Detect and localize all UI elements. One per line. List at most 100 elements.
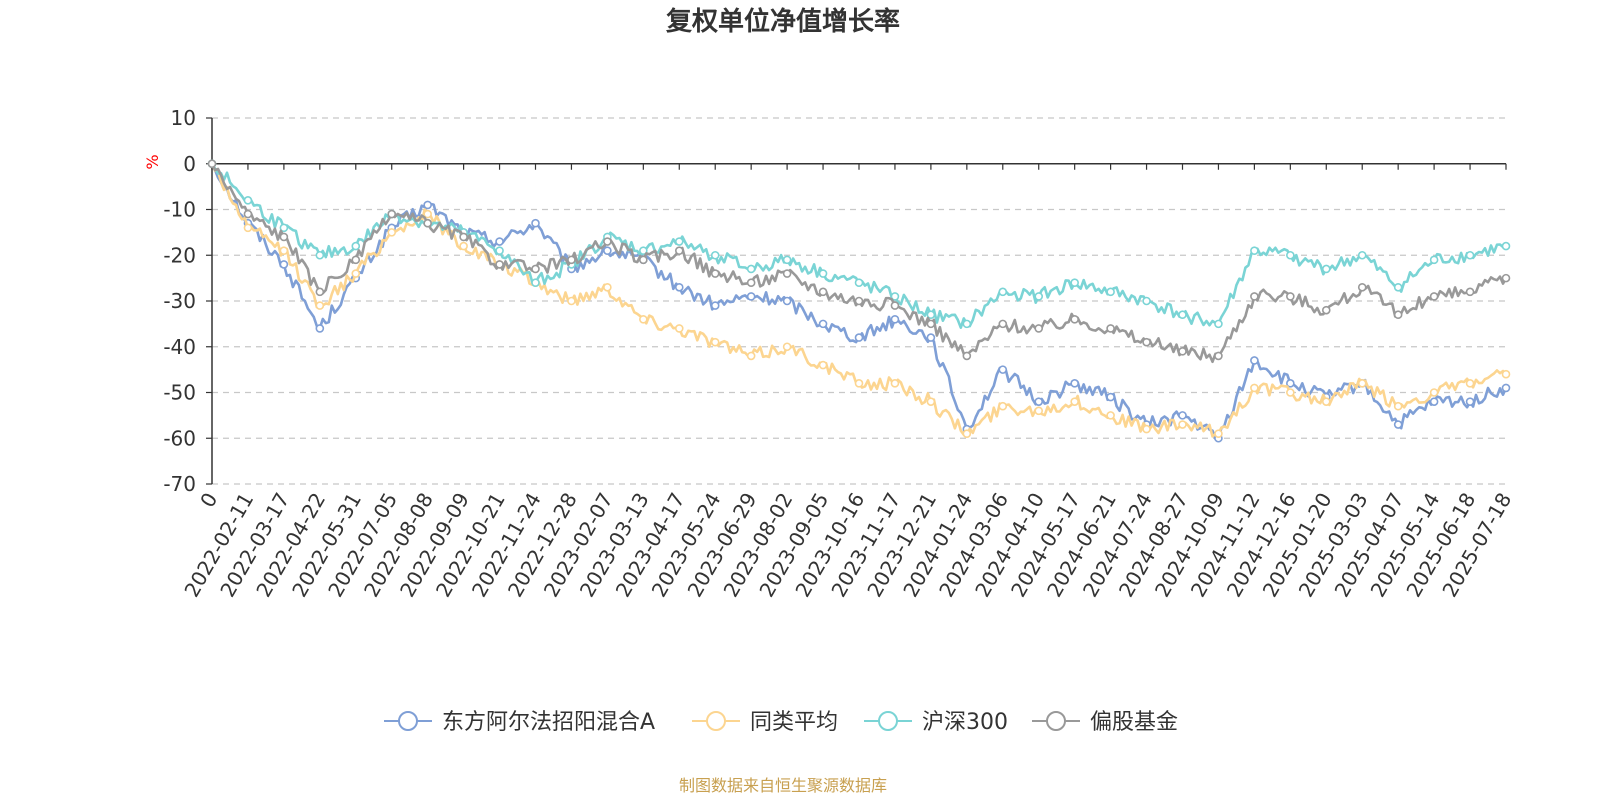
data-point bbox=[423, 200, 432, 210]
data-point bbox=[315, 324, 325, 333]
series-lines bbox=[207, 159, 1511, 443]
data-point bbox=[1106, 392, 1115, 402]
legend-item[interactable]: 东方阿尔法招阳混合A bbox=[384, 710, 655, 735]
data-point bbox=[998, 287, 1008, 297]
data-point bbox=[639, 314, 648, 324]
data-point bbox=[1429, 397, 1439, 406]
legend-item[interactable]: 偏股基金 bbox=[1032, 710, 1178, 735]
data-point bbox=[1106, 411, 1115, 420]
data-point bbox=[1501, 241, 1511, 251]
data-point bbox=[531, 278, 540, 288]
data-point bbox=[854, 296, 864, 306]
data-point bbox=[567, 255, 576, 265]
data-point bbox=[1321, 264, 1331, 274]
data-point bbox=[1286, 379, 1295, 388]
legend-item[interactable]: 沪深300 bbox=[864, 710, 1008, 735]
data-point bbox=[1465, 287, 1475, 297]
y-tick-label: -10 bbox=[163, 198, 196, 222]
data-point bbox=[782, 296, 792, 306]
data-point bbox=[1286, 388, 1295, 397]
data-point bbox=[1501, 369, 1511, 379]
legend-marker-icon bbox=[398, 711, 418, 731]
data-point bbox=[603, 282, 612, 292]
data-point bbox=[1393, 310, 1403, 320]
y-tick-label: -40 bbox=[163, 335, 196, 359]
data-point bbox=[1429, 292, 1439, 301]
data-point bbox=[818, 269, 828, 278]
data-point bbox=[639, 255, 648, 265]
data-point bbox=[746, 292, 756, 301]
data-point bbox=[998, 319, 1008, 329]
data-point bbox=[495, 260, 504, 269]
data-point bbox=[674, 246, 684, 255]
legend-marker-icon bbox=[878, 711, 898, 731]
data-point bbox=[279, 232, 289, 242]
data-point bbox=[315, 301, 325, 310]
source-note: 制图数据来自恒生聚源数据库 bbox=[679, 776, 887, 795]
data-point bbox=[207, 159, 217, 169]
data-point bbox=[1501, 273, 1511, 283]
data-point bbox=[998, 365, 1008, 374]
data-point bbox=[782, 255, 792, 265]
legend-item[interactable]: 同类平均 bbox=[692, 710, 838, 735]
data-point bbox=[926, 310, 936, 320]
data-point bbox=[1106, 324, 1115, 333]
y-tick-label: -70 bbox=[163, 472, 196, 496]
y-tick-label: -60 bbox=[163, 426, 196, 450]
data-point bbox=[782, 269, 792, 278]
data-point bbox=[423, 209, 432, 219]
data-point bbox=[710, 250, 720, 260]
data-point bbox=[531, 218, 540, 228]
data-point bbox=[387, 209, 397, 219]
y-tick-label: -30 bbox=[163, 289, 196, 313]
data-point bbox=[1393, 282, 1403, 292]
data-point bbox=[351, 255, 361, 265]
data-point bbox=[1034, 292, 1044, 301]
data-point bbox=[639, 246, 648, 255]
data-point bbox=[674, 324, 684, 333]
data-point bbox=[1178, 411, 1187, 420]
data-point bbox=[1070, 397, 1079, 406]
data-point bbox=[1357, 250, 1367, 260]
data-point bbox=[854, 333, 864, 342]
data-point bbox=[854, 278, 864, 288]
data-point bbox=[1465, 379, 1475, 388]
data-point bbox=[890, 379, 900, 388]
data-point bbox=[243, 209, 253, 219]
data-point bbox=[710, 269, 720, 278]
data-point bbox=[351, 269, 361, 278]
legend[interactable]: 东方阿尔法招阳混合A 同类平均 沪深300 偏股基金 bbox=[384, 710, 1178, 735]
data-point bbox=[746, 278, 756, 288]
data-point bbox=[1250, 383, 1259, 393]
data-point bbox=[1106, 287, 1115, 297]
data-point bbox=[818, 287, 828, 297]
legend-marker-icon bbox=[706, 711, 726, 731]
data-point bbox=[890, 292, 900, 301]
data-point bbox=[1250, 292, 1259, 301]
data-point bbox=[1070, 278, 1079, 288]
data-point bbox=[1321, 397, 1331, 406]
data-point bbox=[1357, 379, 1367, 388]
data-point bbox=[1178, 310, 1187, 320]
y-tick-label: 10 bbox=[171, 106, 196, 130]
data-point bbox=[1429, 388, 1439, 397]
data-point bbox=[674, 282, 684, 292]
data-point bbox=[854, 379, 864, 388]
y-axis-unit: % bbox=[143, 154, 162, 169]
legend-marker-icon bbox=[1046, 711, 1066, 731]
data-point bbox=[890, 314, 900, 324]
data-point bbox=[1178, 420, 1187, 429]
data-point bbox=[890, 301, 900, 310]
data-point bbox=[1070, 314, 1079, 324]
data-point bbox=[1142, 424, 1151, 434]
data-point bbox=[1214, 351, 1223, 361]
data-point bbox=[674, 237, 684, 246]
data-point bbox=[1321, 305, 1331, 315]
data-point bbox=[1142, 296, 1151, 306]
data-point bbox=[1250, 356, 1259, 365]
data-point bbox=[603, 237, 612, 246]
data-point bbox=[1034, 406, 1044, 416]
data-point bbox=[423, 218, 432, 228]
y-tick-label: -50 bbox=[163, 381, 196, 405]
